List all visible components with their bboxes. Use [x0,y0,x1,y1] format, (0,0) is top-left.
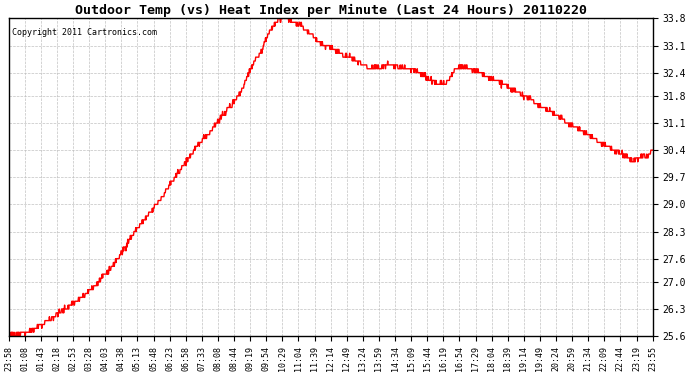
Title: Outdoor Temp (vs) Heat Index per Minute (Last 24 Hours) 20110220: Outdoor Temp (vs) Heat Index per Minute … [75,4,586,17]
Text: Copyright 2011 Cartronics.com: Copyright 2011 Cartronics.com [12,28,157,37]
